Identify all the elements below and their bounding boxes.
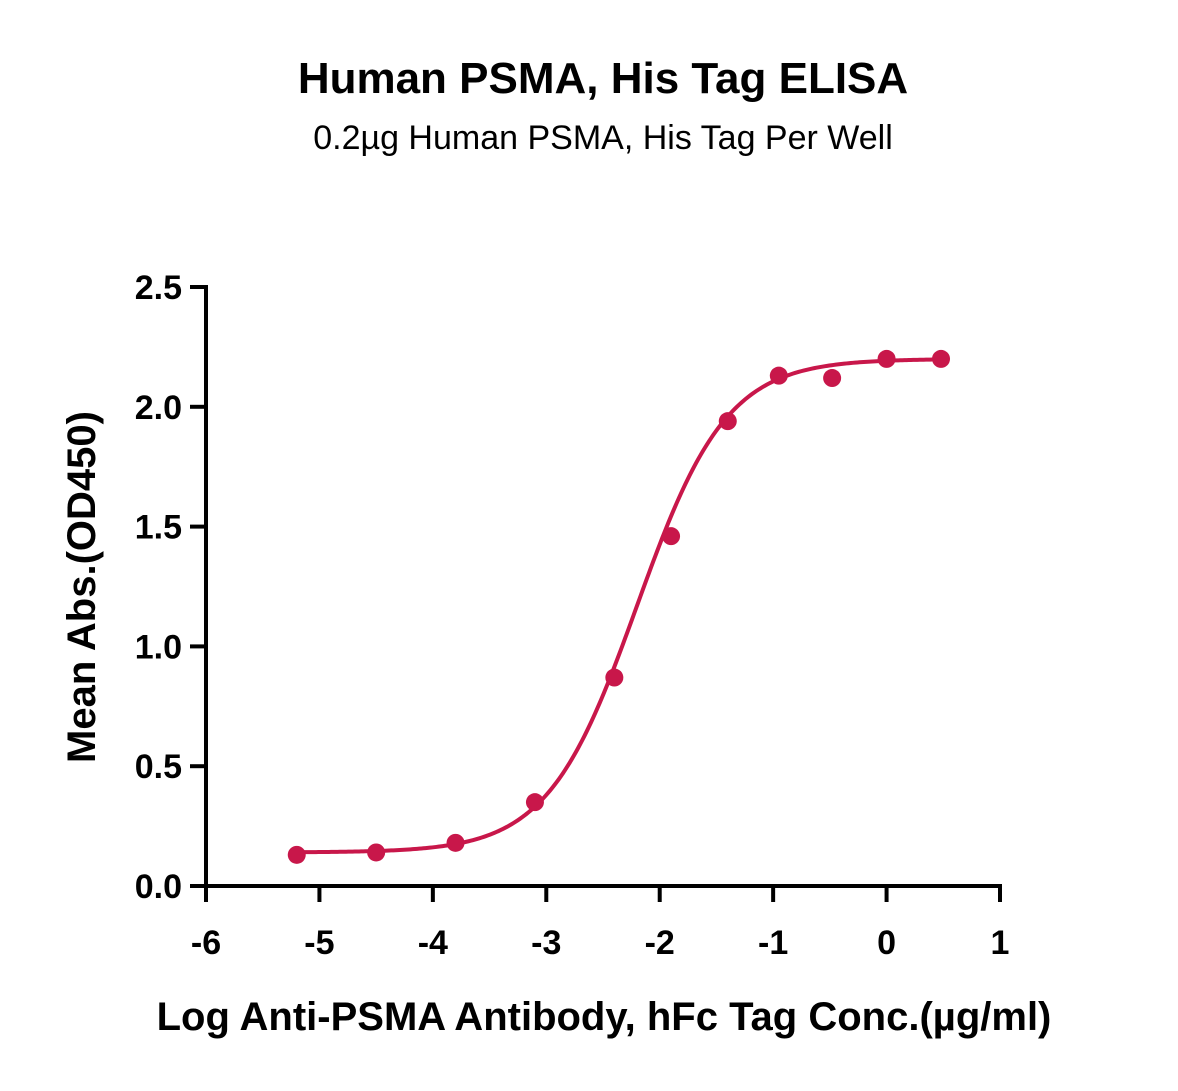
x-axis-label: Log Anti-PSMA Antibody, hFc Tag Conc.(µg… [157,995,1052,1039]
y-axis-ticks: 0.0 0.5 1.0 1.5 2.0 2.5 [135,269,206,906]
data-point [525,793,544,812]
chart-title: Human PSMA, His Tag ELISA [298,54,908,103]
x-tick-label: -5 [304,924,334,962]
x-tick-label: -4 [418,924,448,962]
x-axis-ticks: -6 -5 -4 -3 -2 -1 0 1 [191,886,1010,962]
axes [204,285,1002,888]
y-tick-label: 0.0 [135,868,182,906]
y-axis-label: Mean Abs.(OD450) [60,411,104,763]
x-tick-label: 1 [991,924,1010,962]
data-point [446,833,465,852]
fit-curve [296,357,942,855]
chart-subtitle: 0.2µg Human PSMA, His Tag Per Well [313,119,893,157]
data-point [932,349,951,368]
data-point [287,845,306,864]
y-tick-label: 1.5 [135,509,182,547]
data-point [718,412,737,431]
x-tick-label: -1 [758,924,788,962]
y-tick-label: 1.0 [135,628,182,666]
y-tick-label: 2.5 [135,269,182,307]
data-point [605,668,624,687]
x-tick-label: -6 [191,924,221,962]
y-tick-label: 0.5 [135,748,182,786]
data-point [662,527,681,546]
fit-curve-layer [296,357,942,855]
x-tick-label: -3 [531,924,561,962]
data-points-layer [287,349,951,864]
data-point [367,843,386,862]
x-tick-label: 0 [877,924,896,962]
x-tick-label: -2 [645,924,675,962]
y-tick-label: 2.0 [135,389,182,427]
data-point [823,369,842,388]
data-point [769,366,788,385]
data-point [877,349,896,368]
